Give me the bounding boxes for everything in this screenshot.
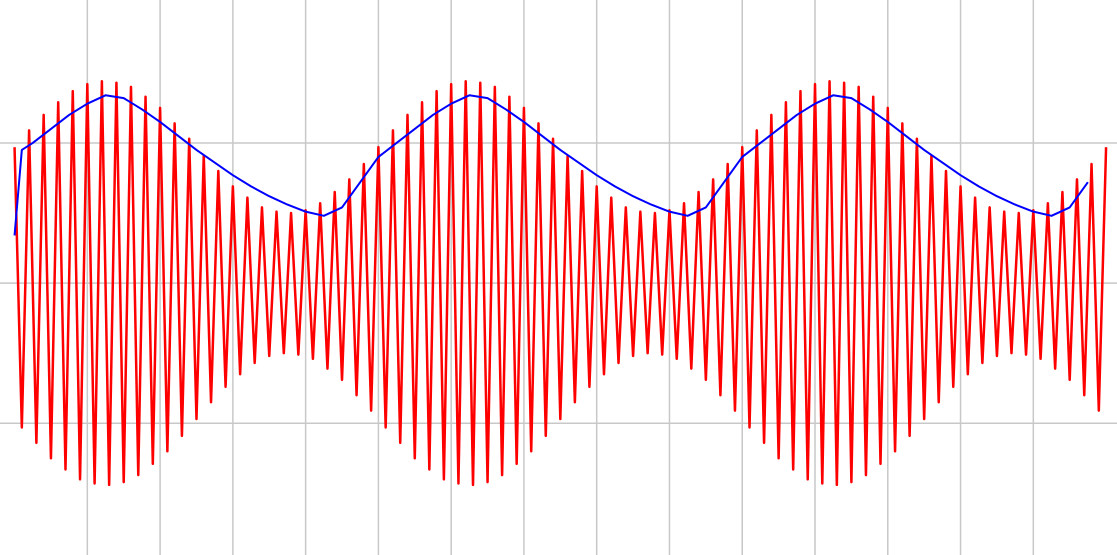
signal-line: [13, 80, 1108, 487]
signal-line: [13, 94, 1089, 236]
